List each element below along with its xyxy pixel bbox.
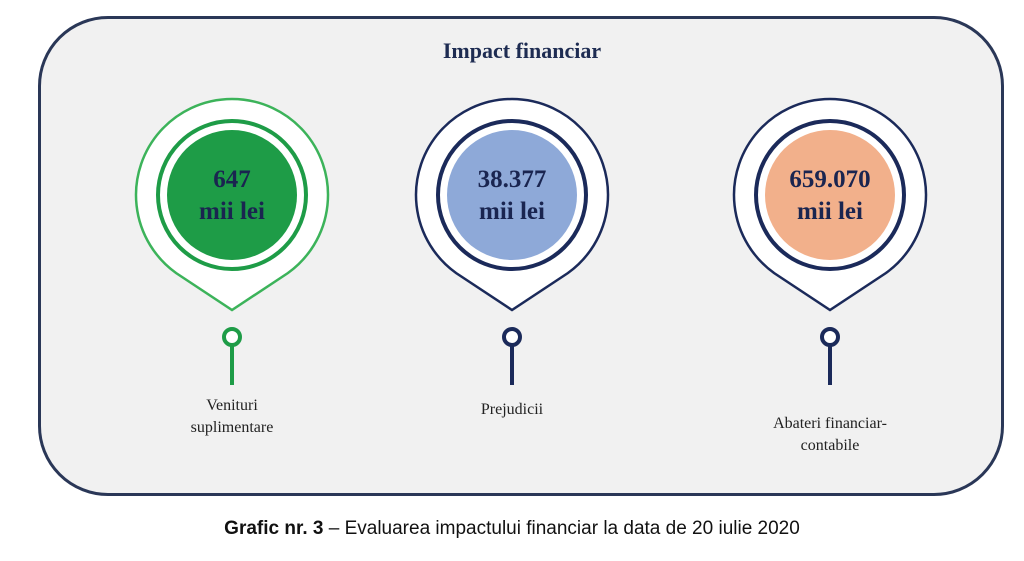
caption-text: – Evaluarea impactului financiar la data…	[323, 518, 800, 539]
figure-caption: Grafic nr. 3 – Evaluarea impactului fina…	[0, 518, 1024, 540]
value-circle-1	[167, 130, 297, 260]
caption-number: Grafic nr. 3	[224, 518, 324, 539]
pin-label-1-line-1: Venituri	[206, 397, 258, 414]
value-number-1: 647	[213, 166, 251, 193]
pin-3: 659.070 mii lei Abateri financiar-contabil…	[732, 97, 928, 454]
pin-label-2-line-1: Prejudicii	[481, 401, 544, 418]
pin-marker-1	[222, 327, 242, 347]
pin-ring-1	[156, 119, 308, 271]
value-unit-1: mii lei	[199, 198, 265, 225]
pin-label-1-line-2: suplimentare	[191, 419, 274, 436]
value-number-2: 38.377	[478, 166, 547, 193]
value-unit-3: mii lei	[797, 198, 863, 225]
pin-marker-2	[502, 327, 522, 347]
pin-ring-3	[754, 119, 906, 271]
value-unit-2: mii lei	[479, 198, 545, 225]
pins-layer: 647 mii lei Venituri suplimentare 38.377 mii …	[134, 97, 928, 454]
diagram-title: Impact financiar	[443, 38, 602, 63]
value-circle-2	[447, 130, 577, 260]
pin-label-3-line-2: contabile	[801, 437, 860, 454]
pin-marker-3	[820, 327, 840, 347]
value-number-3: 659.070	[789, 166, 870, 193]
pin-1: 647 mii lei Venituri suplimentare	[134, 97, 330, 436]
value-circle-3	[765, 130, 895, 260]
pin-label-3-line-1: Abateri financiar-	[773, 415, 887, 432]
pin-2: 38.377 mii lei Prejudicii	[414, 97, 610, 418]
pin-ring-2	[436, 119, 588, 271]
